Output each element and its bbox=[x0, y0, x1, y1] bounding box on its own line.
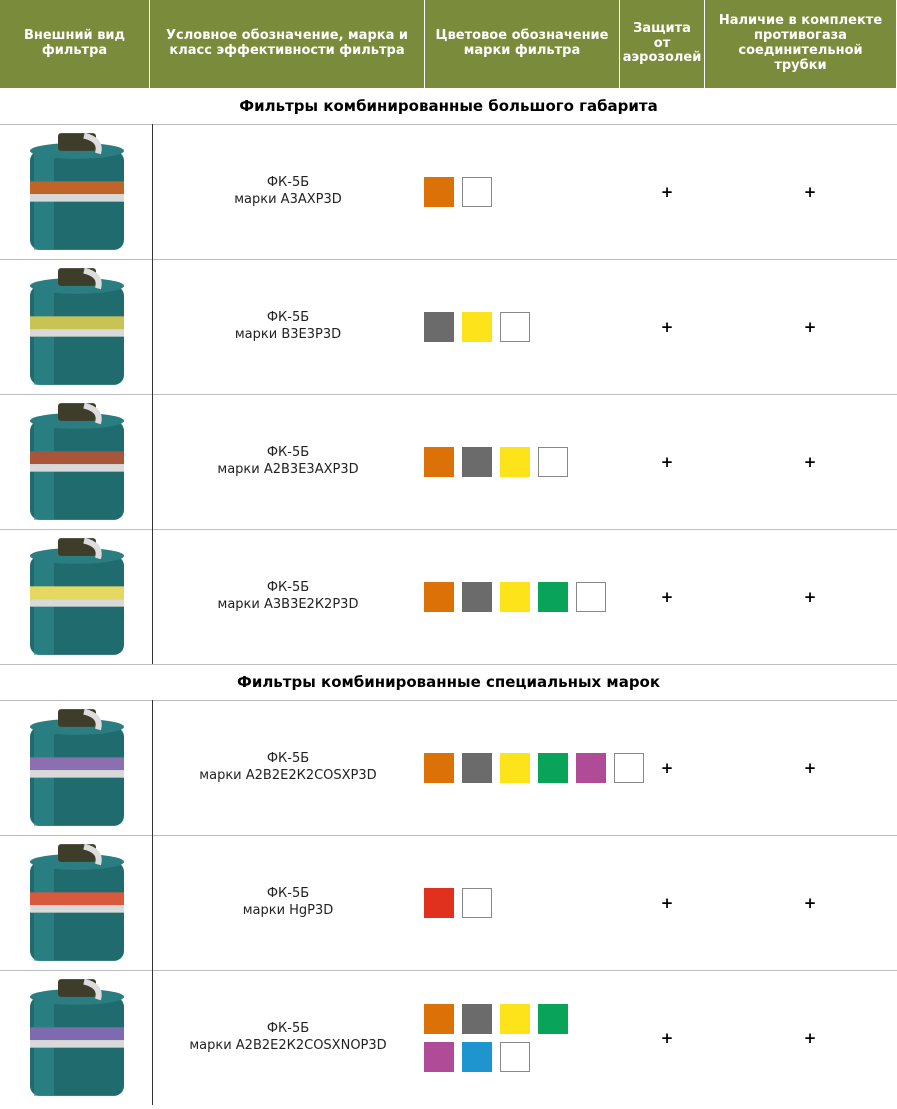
color-swatch bbox=[462, 446, 492, 477]
color-swatch bbox=[538, 1003, 568, 1034]
tube-included: + bbox=[803, 317, 817, 336]
color-swatch bbox=[538, 581, 568, 612]
section-title: Фильтры комбинированные специальных маро… bbox=[236, 673, 661, 691]
tube-included: + bbox=[803, 1028, 817, 1047]
filter-image bbox=[30, 402, 124, 520]
column-divider bbox=[152, 259, 153, 394]
color-swatch bbox=[462, 887, 492, 918]
color-swatch bbox=[462, 752, 492, 783]
column-divider bbox=[152, 700, 153, 835]
filter-image bbox=[30, 267, 124, 385]
row-divider bbox=[0, 259, 897, 260]
filter-model: ФК-5Б bbox=[266, 1020, 310, 1036]
row-divider bbox=[0, 664, 897, 665]
color-swatch bbox=[424, 1041, 454, 1072]
tube-included: + bbox=[803, 587, 817, 606]
color-swatch bbox=[462, 581, 492, 612]
color-swatch bbox=[424, 887, 454, 918]
color-swatch bbox=[424, 1003, 454, 1034]
color-swatch bbox=[500, 311, 530, 342]
row-divider bbox=[0, 124, 897, 125]
filter-image bbox=[30, 978, 124, 1096]
aerosol-protection: + bbox=[660, 182, 674, 201]
column-divider bbox=[152, 970, 153, 1105]
color-swatch bbox=[462, 176, 492, 207]
column-divider bbox=[152, 124, 153, 259]
header-cell: Внешний вид фильтра bbox=[0, 0, 149, 88]
column-divider bbox=[152, 529, 153, 664]
tube-included: + bbox=[803, 452, 817, 471]
filter-model: ФК-5Б bbox=[266, 444, 310, 460]
tube-included: + bbox=[803, 758, 817, 777]
color-swatch bbox=[424, 581, 454, 612]
color-swatch bbox=[424, 446, 454, 477]
column-divider bbox=[152, 835, 153, 970]
filter-mark: марки А3В3Е2К2Р3D bbox=[217, 597, 359, 613]
filter-model: ФК-5Б bbox=[266, 174, 310, 190]
header-cell: Условное обозначение, марка и класс эффе… bbox=[150, 0, 424, 88]
color-swatch bbox=[500, 1003, 530, 1034]
filter-model: ФК-5Б bbox=[266, 750, 310, 766]
filter-name: ФК-5Б марки А3АХР3D bbox=[152, 174, 424, 209]
filter-mark: марки А2В2Е2К2COSХNOР3D bbox=[189, 1038, 387, 1054]
tube-included: + bbox=[803, 182, 817, 201]
aerosol-protection: + bbox=[660, 893, 674, 912]
color-swatch bbox=[462, 1041, 492, 1072]
row-divider bbox=[0, 970, 897, 971]
color-swatch bbox=[424, 752, 454, 783]
filter-name: ФК-5Б марки HgP3D bbox=[152, 885, 424, 920]
row-divider bbox=[0, 394, 897, 395]
row-divider bbox=[0, 700, 897, 701]
color-swatch bbox=[614, 752, 644, 783]
row-divider bbox=[0, 835, 897, 836]
column-divider bbox=[152, 394, 153, 529]
filter-model: ФК-5Б bbox=[266, 309, 310, 325]
filter-mark: марки А3АХР3D bbox=[234, 192, 342, 208]
section-title: Фильтры комбинированные большого габарит… bbox=[239, 97, 658, 115]
color-swatch bbox=[424, 176, 454, 207]
filter-mark: марки HgP3D bbox=[242, 903, 334, 919]
aerosol-protection: + bbox=[660, 317, 674, 336]
color-swatch bbox=[500, 752, 530, 783]
color-swatch bbox=[424, 311, 454, 342]
filter-name: ФК-5Б марки А2В3Е3АХР3D bbox=[152, 444, 424, 479]
filter-name: ФК-5Б марки А2В2Е2К2COSХNOР3D bbox=[152, 1020, 424, 1055]
color-swatch bbox=[576, 581, 606, 612]
filter-mark: марки В3Е3Р3D bbox=[234, 327, 342, 343]
header-cell: Цветовое обозначение марки фильтра bbox=[425, 0, 619, 88]
header-cell: Наличие в комплекте противогаза соединит… bbox=[705, 0, 896, 88]
aerosol-protection: + bbox=[660, 758, 674, 777]
filter-image bbox=[30, 132, 124, 250]
header-cell: Защита от аэрозолей bbox=[620, 0, 704, 88]
color-swatch bbox=[500, 446, 530, 477]
aerosol-protection: + bbox=[660, 1028, 674, 1047]
color-swatch bbox=[500, 1041, 530, 1072]
color-swatch bbox=[538, 446, 568, 477]
tube-included: + bbox=[803, 893, 817, 912]
filter-image bbox=[30, 537, 124, 655]
color-swatch bbox=[538, 752, 568, 783]
color-swatch bbox=[462, 311, 492, 342]
filter-name: ФК-5Б марки А3В3Е2К2Р3D bbox=[152, 579, 424, 614]
color-swatch bbox=[576, 752, 606, 783]
filter-name: ФК-5Б марки В3Е3Р3D bbox=[152, 309, 424, 344]
aerosol-protection: + bbox=[660, 452, 674, 471]
row-divider bbox=[0, 529, 897, 530]
filter-mark: марки А2В2Е2К2COSХР3D bbox=[199, 768, 377, 784]
filter-image bbox=[30, 708, 124, 826]
filter-name: ФК-5Б марки А2В2Е2К2COSХР3D bbox=[152, 750, 424, 785]
color-swatch bbox=[462, 1003, 492, 1034]
color-swatch bbox=[500, 581, 530, 612]
filter-mark: марки А2В3Е3АХР3D bbox=[217, 462, 359, 478]
filter-model: ФК-5Б bbox=[266, 579, 310, 595]
filter-model: ФК-5Б bbox=[266, 885, 310, 901]
filter-image bbox=[30, 843, 124, 961]
aerosol-protection: + bbox=[660, 587, 674, 606]
